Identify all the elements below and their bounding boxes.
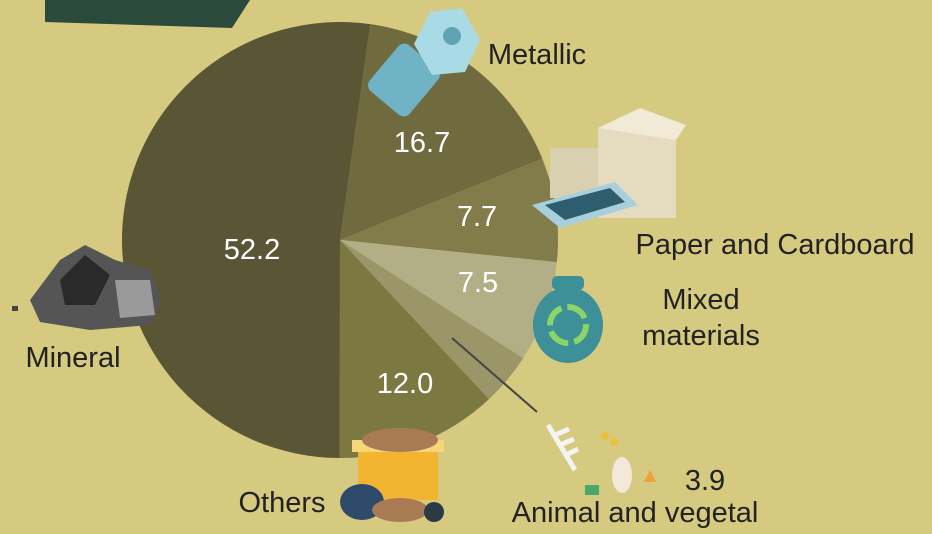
pie-slice xyxy=(340,240,557,359)
bin-icon xyxy=(340,428,444,522)
box-icon xyxy=(532,108,686,228)
category-label: 3.9 xyxy=(684,465,726,497)
pie-slice xyxy=(339,240,490,459)
category-label: Metallic xyxy=(487,39,587,71)
category-label: Mixed materials xyxy=(642,284,760,352)
category-label: Animal and vegetal xyxy=(511,497,759,529)
value-label: 7.7 xyxy=(456,201,498,233)
rocks-icon xyxy=(12,245,162,330)
category-label: Paper and Cardboard xyxy=(635,229,915,261)
pie-slice xyxy=(121,21,371,458)
value-label: 16.7 xyxy=(393,127,451,159)
pie-slice xyxy=(340,158,558,263)
bag-icon xyxy=(533,276,603,363)
category-label: Others xyxy=(238,487,326,519)
value-label: 7.5 xyxy=(457,267,499,299)
banner-shape xyxy=(45,0,250,28)
category-label: Mineral xyxy=(25,342,121,374)
value-label: 52.2 xyxy=(223,234,281,266)
value-label: 12.0 xyxy=(376,368,434,400)
food-waste-icon xyxy=(545,423,656,495)
bolt-icon xyxy=(368,8,480,117)
leader-line xyxy=(451,337,538,413)
